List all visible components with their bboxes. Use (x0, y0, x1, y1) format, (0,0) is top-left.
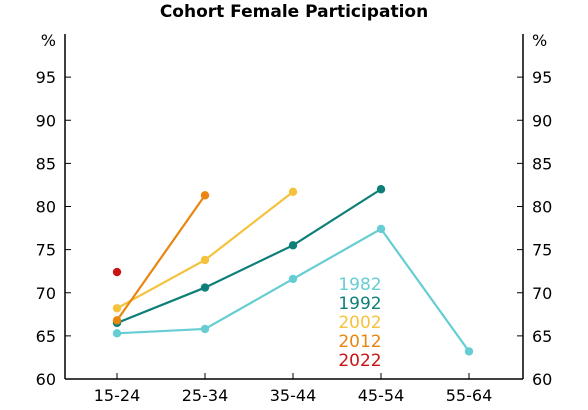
y-tick-label-right: 85 (532, 154, 552, 173)
y-tick-label-left: 60 (36, 370, 56, 389)
x-tick-label: 55-64 (446, 386, 493, 405)
x-tick-label: 25-34 (182, 386, 229, 405)
data-point-1982 (464, 347, 474, 356)
data-point-2012 (200, 191, 210, 200)
data-point-2002 (200, 255, 210, 265)
data-point-1982 (376, 224, 386, 234)
data-point-2012 (112, 316, 122, 325)
x-tick-label: 45-54 (358, 386, 405, 405)
x-tick-label: 15-24 (94, 386, 141, 405)
data-point-1982 (112, 329, 122, 338)
data-point-2002 (112, 304, 122, 313)
y-tick-label-right: 80 (532, 198, 552, 217)
data-point-1982 (288, 274, 298, 284)
y-tick-label-left: 65 (36, 327, 56, 346)
x-tick-label: 35-44 (270, 386, 317, 405)
series-line-2012 (116, 194, 206, 321)
data-point-1982 (200, 324, 210, 334)
data-point-1992 (288, 241, 298, 250)
y-unit-label-left: % (41, 31, 56, 50)
y-tick-label-right: 75 (532, 241, 552, 260)
data-point-2022 (112, 267, 122, 277)
y-tick-label-left: 80 (36, 198, 56, 217)
y-tick-label-right: 65 (532, 327, 552, 346)
legend-entry-1982: 1982 (338, 275, 381, 295)
y-tick-label-right: 90 (532, 111, 552, 130)
legend-entry-1992: 1992 (338, 294, 381, 314)
y-tick-label-right: 60 (532, 370, 552, 389)
y-tick-label-right: 70 (532, 284, 552, 303)
y-tick-label-left: 75 (36, 241, 56, 260)
chart-title: Cohort Female Participation (159, 2, 429, 22)
data-point-2002 (288, 187, 298, 197)
y-tick-label-left: 95 (36, 68, 56, 87)
legend-entry-2012: 2012 (338, 332, 381, 352)
legend-entry-2022: 2022 (338, 351, 381, 371)
y-unit-label-right: % (532, 31, 547, 50)
y-tick-label-right: 95 (532, 68, 552, 87)
data-point-1992 (200, 283, 210, 292)
series-line-1992 (116, 188, 382, 324)
legend-entry-2002: 2002 (338, 313, 381, 333)
y-tick-label-left: 85 (36, 154, 56, 173)
y-tick-label-left: 70 (36, 284, 56, 303)
y-tick-label-left: 90 (36, 111, 56, 130)
data-point-1992 (376, 185, 386, 194)
